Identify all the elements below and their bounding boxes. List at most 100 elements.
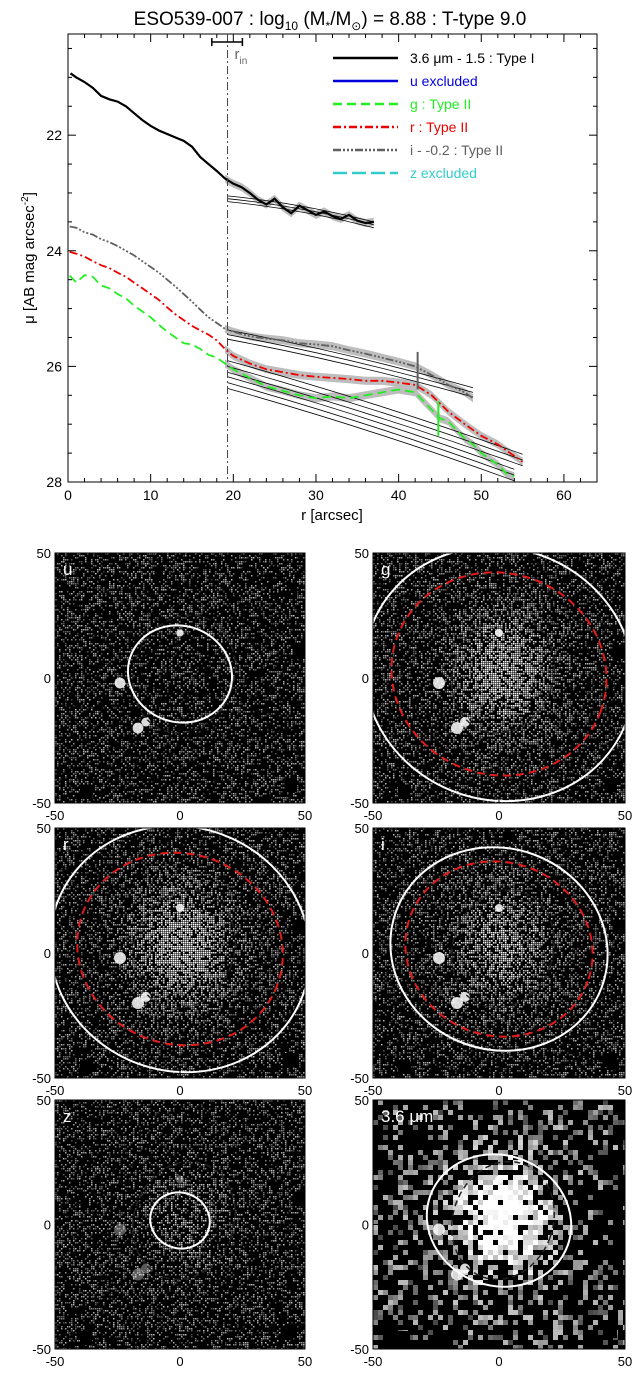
- panel-y-tick-label: 0: [362, 946, 369, 961]
- y-tick-label: 28: [46, 474, 62, 490]
- image-noise: [55, 1100, 305, 1349]
- panel-x-tick-label: 50: [618, 808, 632, 823]
- break-ellipse: [404, 860, 594, 1038]
- mask-region: [613, 920, 625, 934]
- break-ellipse: [390, 571, 608, 777]
- bright-knot: [176, 1175, 184, 1184]
- panel-x-tick-label: 0: [495, 1354, 502, 1369]
- legend-label: u excluded: [410, 73, 478, 89]
- panel-x-tick-label: 0: [176, 1354, 183, 1369]
- legend-label: i - -0.2 : Type II: [410, 142, 503, 158]
- inner-dashed-contour: [131, 614, 237, 734]
- x-tick-label: 0: [64, 487, 72, 503]
- image-panel-grid: u-50500050-50g-50500050-50r-50500050-50i…: [32, 546, 632, 1369]
- band-label: u: [63, 560, 72, 579]
- fit-line-r-2: [227, 360, 523, 455]
- image-panel-4: [373, 828, 625, 1078]
- bright-knot: [114, 1223, 126, 1236]
- mask-region: [605, 1053, 617, 1067]
- series-line-r: [69, 251, 524, 463]
- panel-y-tick-label: -50: [350, 796, 369, 811]
- mask-region: [293, 1192, 305, 1206]
- panel-y-tick-label: 50: [37, 821, 51, 836]
- panel-y-tick-label: -50: [32, 796, 51, 811]
- image-noise: [373, 553, 625, 803]
- bright-knot: [176, 904, 184, 912]
- series-line-g: [69, 274, 515, 478]
- panel-y-tick-label: 0: [44, 671, 51, 686]
- fit-line-i-1: [227, 338, 474, 398]
- panel-x-tick-label: -50: [364, 1354, 383, 1369]
- bright-knot: [433, 1223, 445, 1236]
- r-in-label: rin: [235, 46, 248, 67]
- panel-x-tick-label: 50: [298, 1083, 312, 1098]
- band-label: r: [63, 835, 69, 854]
- legend-label: z excluded: [410, 165, 477, 181]
- mask-region: [285, 1324, 297, 1338]
- image-panel-2: [373, 553, 625, 803]
- uncertainty-band-r: [225, 345, 523, 466]
- mask-region: [285, 1053, 297, 1067]
- uncertainty-band-ch1: [225, 174, 374, 228]
- image-noise: [373, 828, 625, 1078]
- legend-label: g : Type II: [410, 96, 471, 112]
- image-panel-1: [55, 553, 305, 803]
- x-tick-label: 20: [226, 487, 242, 503]
- bright-knot: [132, 997, 144, 1009]
- mask-region: [80, 785, 92, 799]
- image-panel-5: [55, 1100, 305, 1349]
- panel-x-tick-label: 50: [298, 808, 312, 823]
- bright-knot: [451, 1268, 463, 1281]
- bright-knot: [495, 1175, 503, 1184]
- mask-region: [285, 778, 297, 792]
- chart-title: ESO539-007 : log10 (M*/M⊙) = 8.88 : T-ty…: [134, 9, 527, 33]
- bright-knot: [495, 629, 503, 637]
- panel-y-tick-label: 0: [362, 671, 369, 686]
- bright-knot: [451, 722, 463, 734]
- band-label: z: [63, 1107, 72, 1126]
- band-label: g: [381, 560, 390, 579]
- x-tick-label: 10: [143, 487, 159, 503]
- bright-knot: [495, 904, 503, 912]
- series-line-i: [69, 225, 474, 399]
- legend-label: 3.6 μm - 1.5 : Type I: [410, 50, 535, 66]
- panel-y-tick-label: 50: [355, 546, 369, 561]
- panel-x-tick-label: 0: [495, 808, 502, 823]
- outer-ellipse: [373, 553, 625, 803]
- band-label: i: [381, 835, 385, 854]
- x-tick-label: 40: [391, 487, 407, 503]
- panel-y-tick-label: 50: [355, 821, 369, 836]
- panel-y-tick-label: -50: [32, 1342, 51, 1357]
- image-panel-3: [55, 828, 305, 1078]
- fit-line-g-0: [227, 382, 515, 476]
- mask-region: [293, 645, 305, 659]
- mask-region: [613, 1192, 625, 1206]
- x-tick-label: 50: [473, 487, 489, 503]
- panel-x-tick-label: -50: [364, 1083, 383, 1098]
- break-ellipse: [76, 851, 284, 1047]
- mask-region: [613, 645, 625, 659]
- image-panel-6: [373, 1100, 625, 1349]
- bright-knot: [114, 952, 126, 964]
- panel-y-tick-label: 0: [44, 1218, 51, 1233]
- outer-ellipse: [126, 624, 234, 724]
- fit-line-g-1: [227, 388, 515, 482]
- panel-y-tick-label: 0: [362, 1218, 369, 1233]
- panel-y-tick-label: -50: [32, 1071, 51, 1086]
- mask-region: [605, 1324, 617, 1338]
- panel-x-tick-label: 50: [618, 1083, 632, 1098]
- mask-region: [398, 785, 410, 799]
- panel-x-tick-label: -50: [364, 808, 383, 823]
- panel-x-tick-label: -50: [46, 1083, 65, 1098]
- panel-y-tick-label: -50: [350, 1342, 369, 1357]
- image-noise: [373, 1100, 625, 1349]
- panel-y-tick-label: 50: [355, 1093, 369, 1108]
- inner-dashed-contour: [450, 1160, 556, 1281]
- bright-knot: [460, 992, 470, 1002]
- panel-x-tick-label: 0: [176, 1083, 183, 1098]
- mask-region: [605, 778, 617, 792]
- surface-brightness-plot: 0 10 20 30 40 50 60 22 24 26 28 rin 3.6 μm - 1.5 :…: [20, 33, 598, 524]
- fit-line-r-0: [227, 366, 523, 461]
- bright-knot: [433, 677, 445, 689]
- bright-knot: [433, 952, 445, 964]
